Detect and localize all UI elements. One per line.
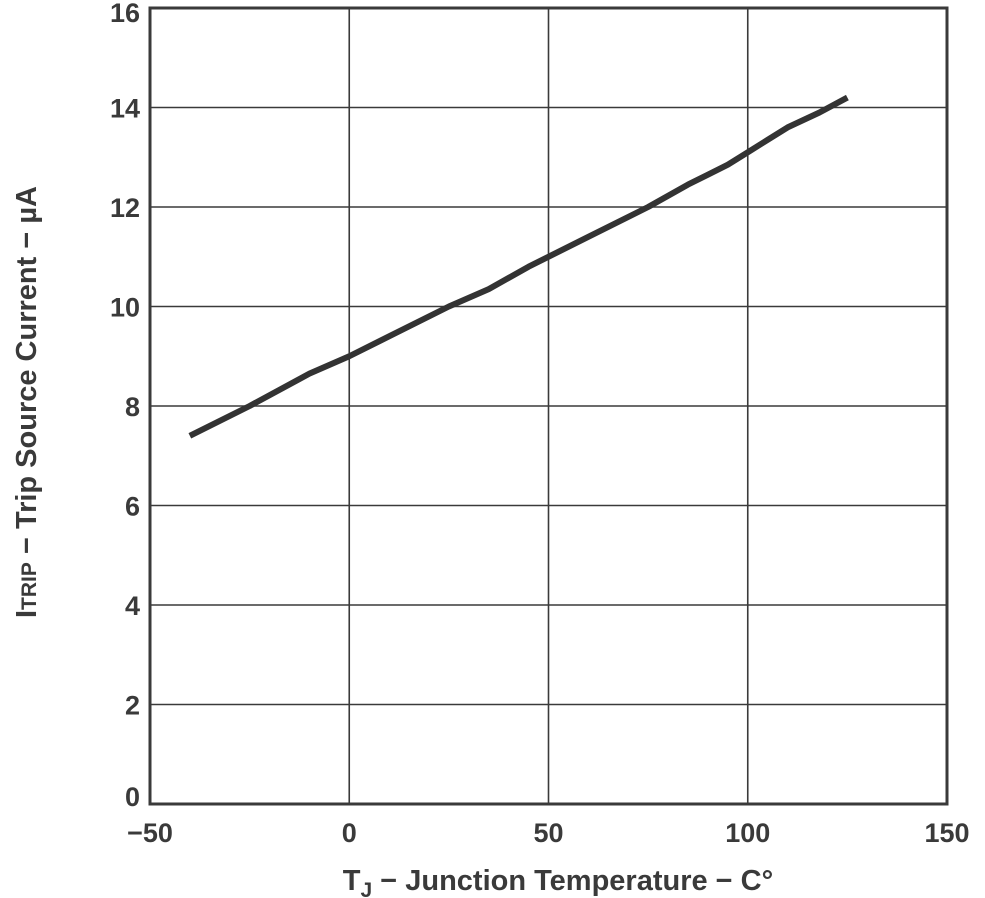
plot-frame bbox=[148, 6, 949, 806]
y-tick-label: 4 bbox=[125, 591, 140, 621]
y-axis-title: ITRIP − Trip Source Current − µA bbox=[11, 186, 43, 618]
x-tick-label: −50 bbox=[127, 818, 173, 848]
x-tick-label: 0 bbox=[342, 818, 357, 848]
y-tick-labels: 0 2 4 6 8 10 12 14 16 bbox=[110, 0, 140, 812]
series-group bbox=[188, 94, 849, 439]
y-tick-label: 14 bbox=[110, 94, 140, 124]
y-tick-label: 8 bbox=[125, 392, 140, 422]
y-tick-label: 2 bbox=[125, 691, 140, 721]
x-tick-labels: −50 0 50 100 150 bbox=[127, 818, 969, 848]
y-tick-label: 6 bbox=[125, 492, 140, 522]
y-tick-label: 10 bbox=[110, 293, 140, 323]
x-axis-title: TJ − Junction Temperature − C° bbox=[343, 865, 773, 898]
grid-lines bbox=[149, 7, 948, 805]
x-tick-label: 150 bbox=[924, 818, 969, 848]
x-tick-label: 50 bbox=[533, 818, 563, 848]
y-tick-label: 12 bbox=[110, 193, 140, 223]
x-tick-label: 100 bbox=[725, 818, 770, 848]
y-tick-label: 0 bbox=[125, 782, 140, 812]
y-tick-label: 16 bbox=[110, 0, 140, 28]
series-line bbox=[188, 94, 849, 439]
